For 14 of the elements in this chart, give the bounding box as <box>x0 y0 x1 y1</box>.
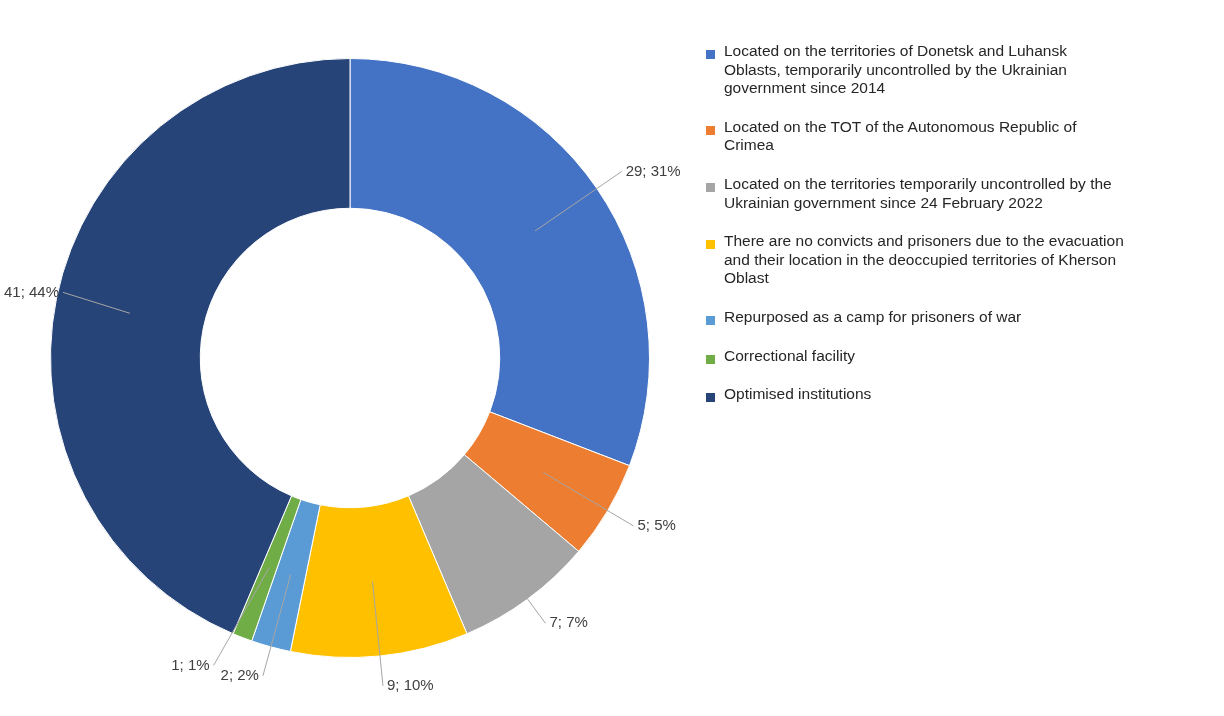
legend-label: There are no convicts and prisoners due to the evacuation and their location in the deoccupied territories of Kherson Oblast <box>724 232 1125 288</box>
data-label: 41; 44% <box>4 282 60 300</box>
data-label: 2; 2% <box>220 665 259 683</box>
legend-label: Located on the territories of Donetsk and Luhansk Oblasts, temporarily uncontrolled by the Ukrainian government since 2014 <box>724 42 1068 98</box>
legend-label: Optimised institutions <box>724 385 872 404</box>
data-label: 7; 7% <box>549 613 588 631</box>
data-label: 9; 10% <box>386 675 434 693</box>
legend-label: Located on the TOT of the Autonomous Republic of Crimea <box>724 117 1078 155</box>
data-label: 1; 1% <box>171 655 210 673</box>
legend-label: Located on the territories temporarily uncontrolled by the Ukrainian government since 24 February 2022 <box>724 174 1113 213</box>
data-label: 29; 31% <box>625 161 681 179</box>
legend-label: Repurposed as a camp for prisoners of war <box>724 307 1022 327</box>
legend-label: Correctional facility <box>724 346 855 366</box>
data-label: 5; 5% <box>637 516 676 534</box>
